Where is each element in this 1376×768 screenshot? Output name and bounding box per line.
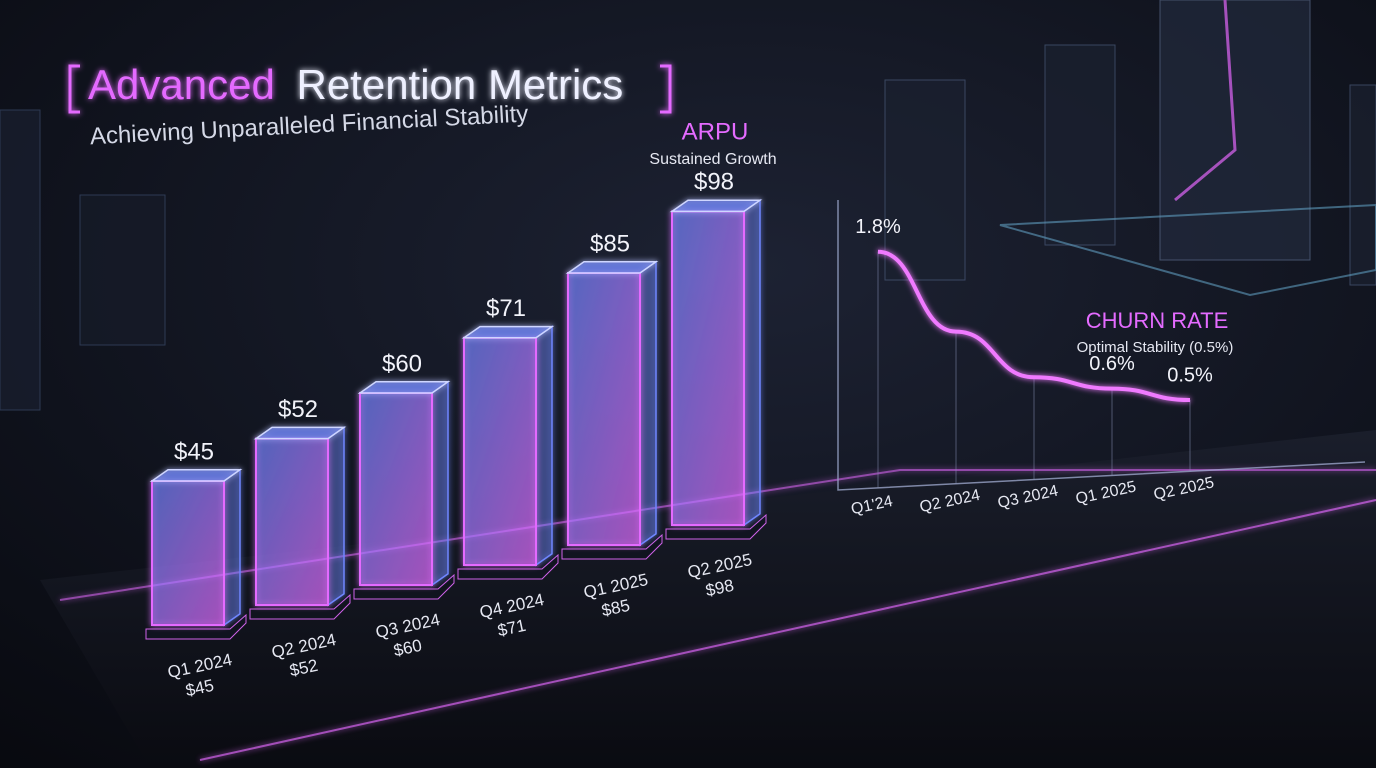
value-label: 1.8% bbox=[855, 216, 901, 238]
value-label: $52 bbox=[278, 396, 318, 423]
bar-face bbox=[327, 425, 345, 607]
line-chart-title: CHURN RATE bbox=[1086, 308, 1229, 333]
bar bbox=[253, 425, 347, 607]
bar-base bbox=[145, 613, 247, 640]
bar bbox=[669, 198, 763, 527]
bar-face bbox=[671, 210, 745, 526]
title-main: Retention Metrics bbox=[296, 61, 623, 108]
line-axis bbox=[837, 200, 1366, 491]
title-accent: Advanced bbox=[88, 61, 275, 108]
bar-face bbox=[431, 380, 449, 587]
bar-base bbox=[665, 513, 767, 540]
bar bbox=[461, 325, 555, 567]
bar-chart-subtitle: Sustained Growth bbox=[649, 151, 776, 168]
floor bbox=[40, 430, 1376, 768]
decor bbox=[0, 0, 1376, 411]
bar-face bbox=[255, 437, 329, 606]
bar bbox=[565, 260, 659, 547]
bar-face bbox=[253, 426, 347, 440]
bar-face bbox=[151, 480, 225, 626]
floor-glow bbox=[199, 499, 1376, 761]
bar-face bbox=[743, 198, 761, 527]
value-label: 0.5% bbox=[1167, 364, 1213, 386]
bar-face bbox=[359, 392, 433, 586]
value-label: 0.6% bbox=[1089, 353, 1135, 375]
value-label: $98 bbox=[694, 169, 734, 196]
bar-face bbox=[567, 272, 641, 546]
bar bbox=[149, 468, 243, 627]
bar-face bbox=[223, 468, 241, 627]
value-label: $60 bbox=[382, 350, 422, 377]
value-label: $85 bbox=[590, 230, 630, 257]
bar-face bbox=[565, 261, 659, 274]
line bbox=[877, 249, 1191, 402]
bar-base bbox=[249, 593, 351, 620]
bar-face bbox=[149, 469, 243, 482]
bar-face bbox=[669, 199, 763, 213]
value-label: $71 bbox=[486, 295, 526, 322]
bar-chart-title: ARPU bbox=[682, 118, 749, 145]
title-bracket bbox=[68, 64, 672, 114]
bar-face bbox=[639, 260, 657, 547]
bar bbox=[357, 380, 451, 587]
bar-face bbox=[357, 381, 451, 394]
value-label: $45 bbox=[174, 438, 214, 465]
chart-title: Advanced Retention Metrics bbox=[88, 61, 623, 108]
bar-base bbox=[457, 553, 559, 580]
bar-face bbox=[461, 325, 555, 339]
bar-base bbox=[561, 533, 663, 560]
bar-face bbox=[463, 336, 537, 566]
bar-base bbox=[353, 573, 455, 600]
bar-face bbox=[535, 325, 553, 567]
line-chart-subtitle: Optimal Stability (0.5%) bbox=[1077, 339, 1234, 356]
